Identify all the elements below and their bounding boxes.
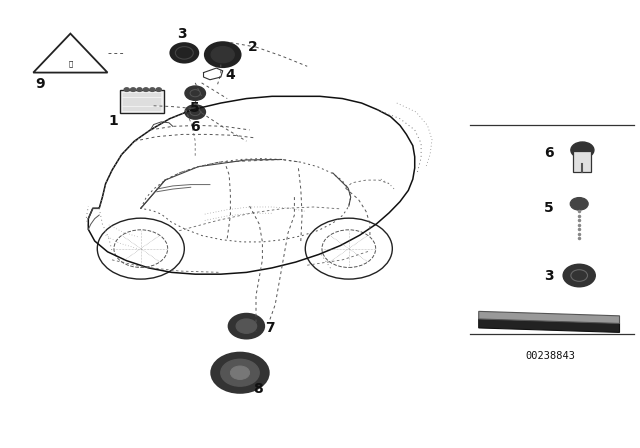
Circle shape xyxy=(156,88,161,91)
FancyBboxPatch shape xyxy=(120,90,164,113)
Text: 9: 9 xyxy=(35,77,45,91)
Circle shape xyxy=(185,105,205,119)
Text: 5: 5 xyxy=(190,101,200,115)
Text: 7: 7 xyxy=(266,321,275,335)
Text: 3: 3 xyxy=(544,268,554,283)
Circle shape xyxy=(228,314,264,339)
Circle shape xyxy=(124,88,129,91)
Circle shape xyxy=(221,359,259,386)
Circle shape xyxy=(571,142,594,158)
Text: 1: 1 xyxy=(109,114,118,128)
Circle shape xyxy=(236,319,257,333)
Text: 3: 3 xyxy=(177,27,188,41)
Bar xyxy=(573,151,591,172)
Circle shape xyxy=(170,43,198,63)
Circle shape xyxy=(205,42,241,67)
Circle shape xyxy=(211,47,234,63)
Circle shape xyxy=(131,88,136,91)
Polygon shape xyxy=(479,319,620,332)
Text: 5: 5 xyxy=(544,201,554,215)
Circle shape xyxy=(230,366,250,379)
Circle shape xyxy=(137,88,142,91)
Circle shape xyxy=(563,264,595,287)
Circle shape xyxy=(150,88,155,91)
Text: 4: 4 xyxy=(225,68,235,82)
Circle shape xyxy=(185,86,205,100)
Text: 6: 6 xyxy=(190,120,200,134)
Text: 6: 6 xyxy=(544,146,554,160)
Text: 8: 8 xyxy=(253,382,262,396)
Polygon shape xyxy=(479,311,620,323)
Circle shape xyxy=(570,198,588,210)
Circle shape xyxy=(143,88,148,91)
Text: 2: 2 xyxy=(248,40,258,54)
Circle shape xyxy=(211,353,269,393)
Text: 🚗: 🚗 xyxy=(68,60,72,67)
Text: 00238843: 00238843 xyxy=(525,351,575,361)
